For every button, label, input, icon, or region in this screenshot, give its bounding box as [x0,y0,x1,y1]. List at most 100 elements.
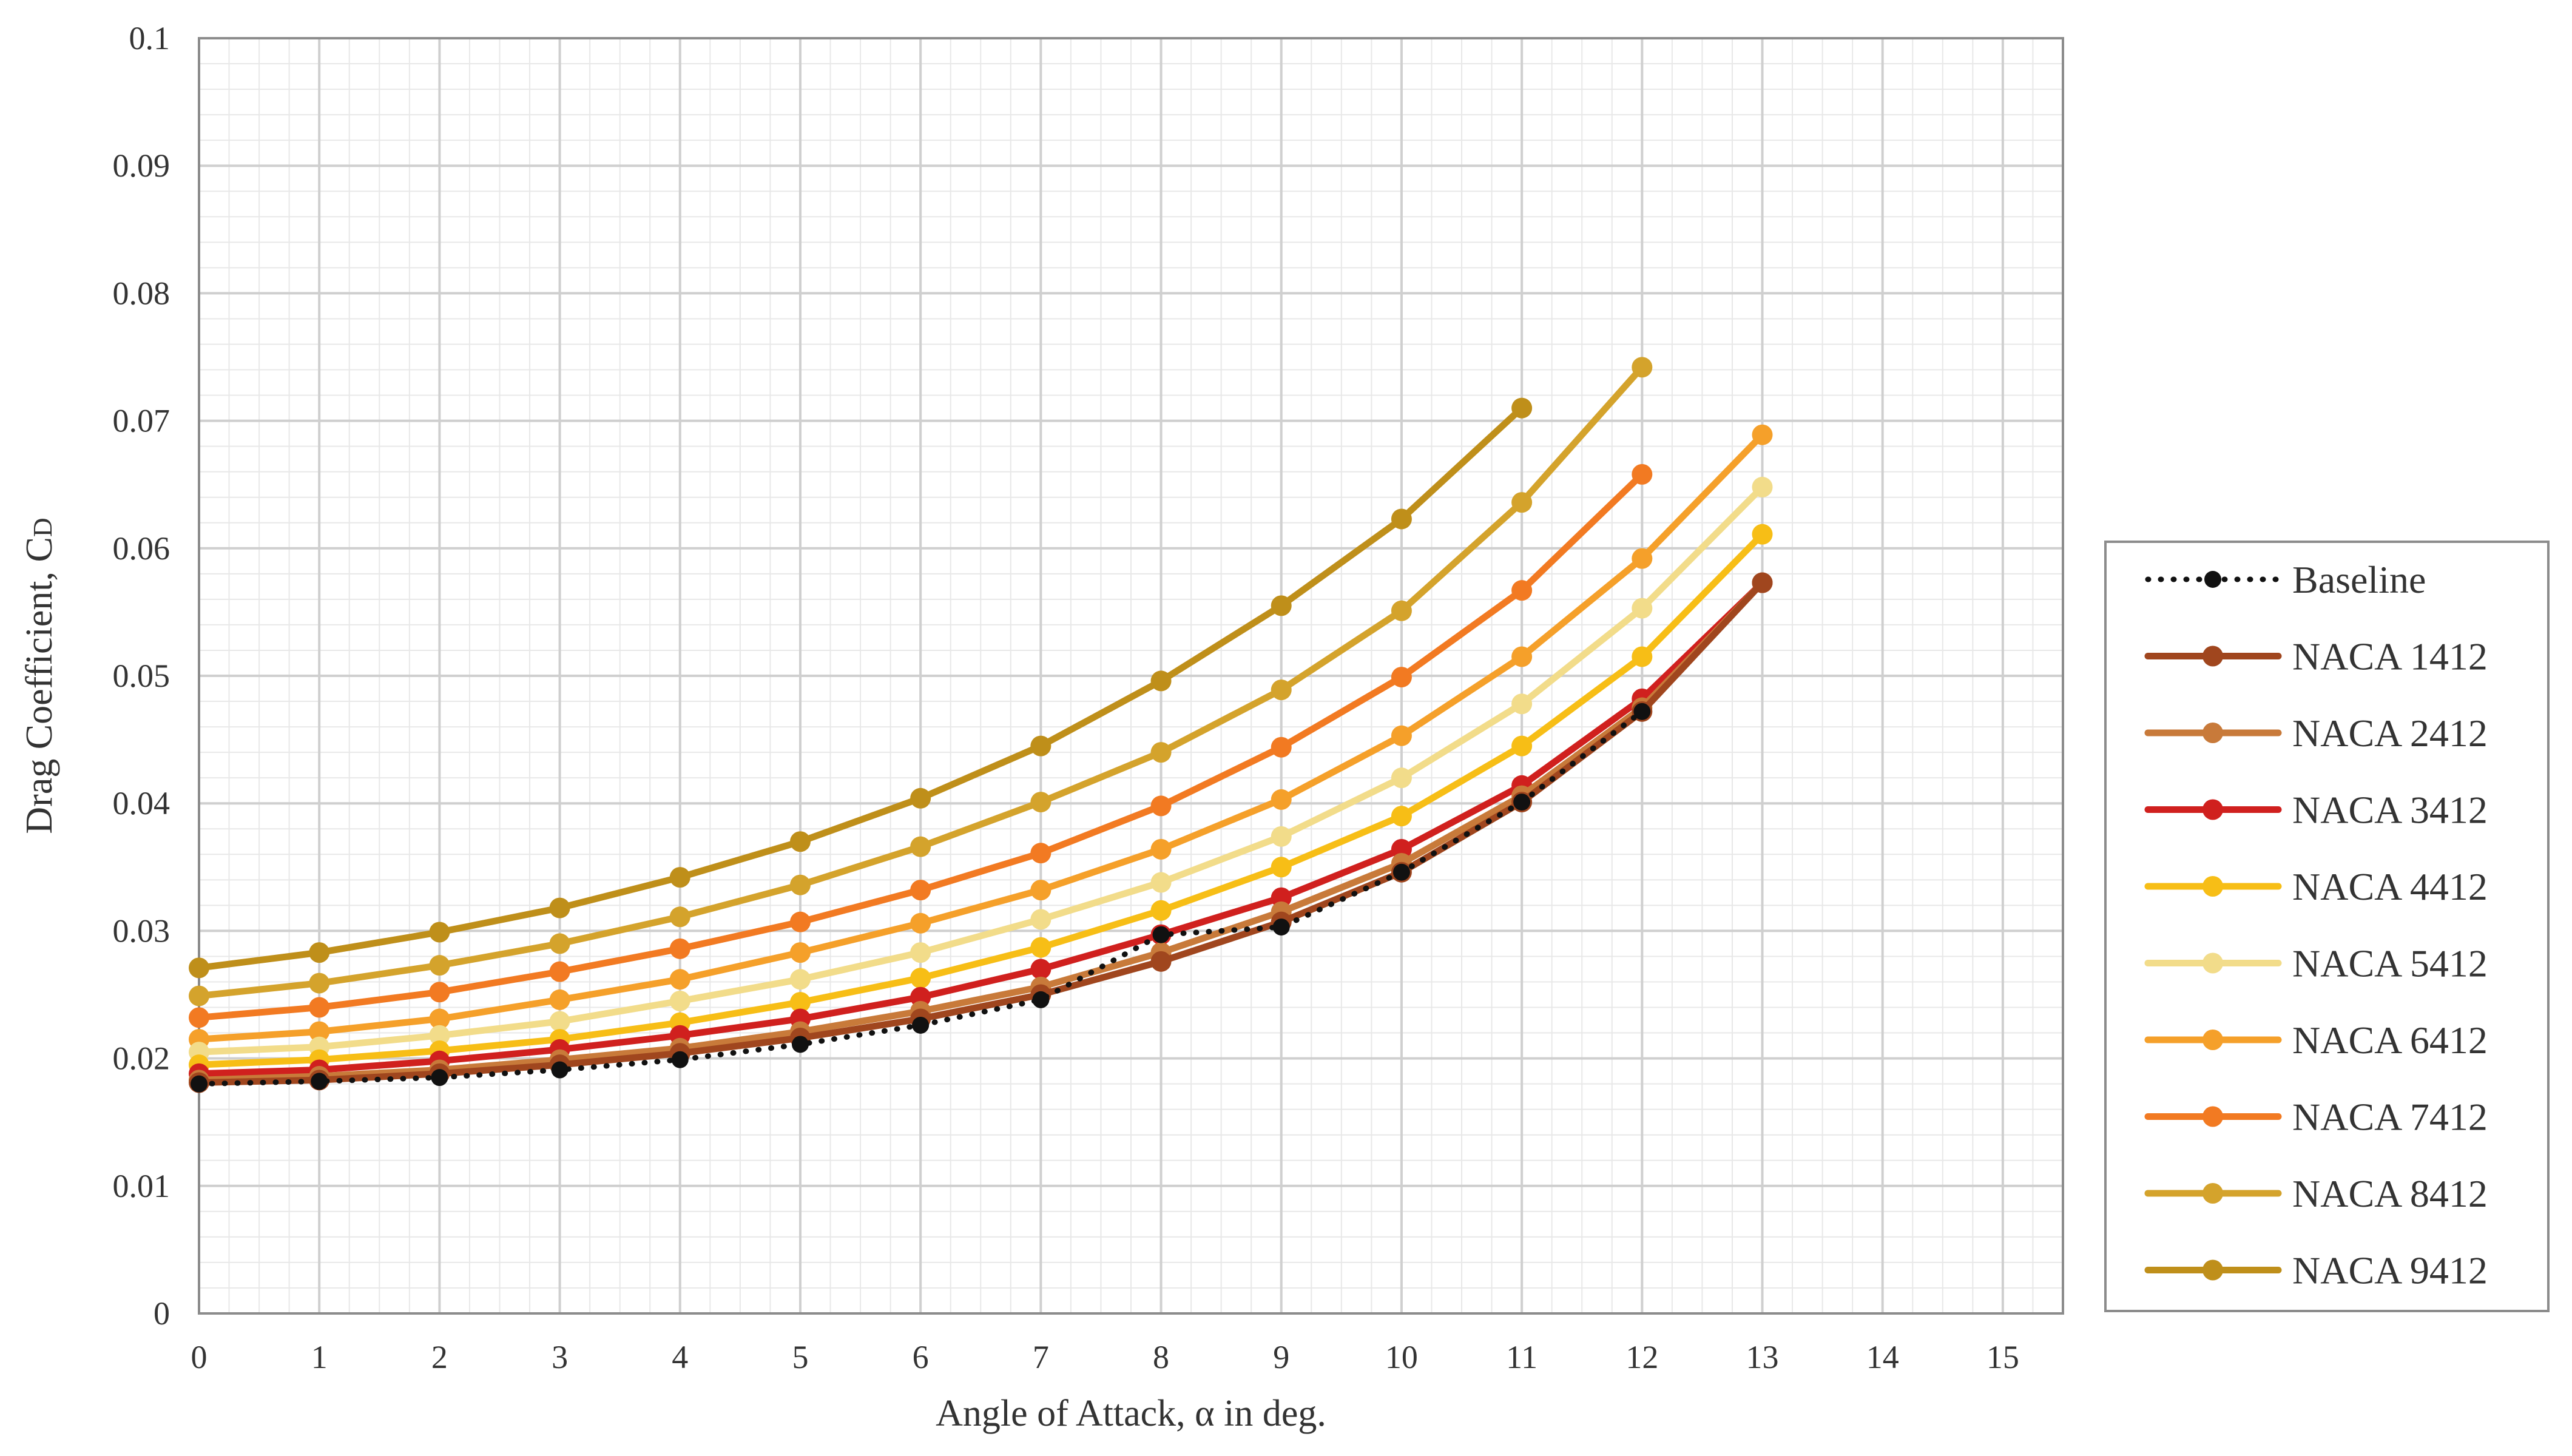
y-tick-label: 0 [154,1295,170,1332]
data-point [1030,735,1051,757]
legend-swatch-marker [2202,876,2223,897]
data-point [309,1021,330,1042]
x-tick-label: 2 [431,1339,448,1375]
data-point [1030,937,1051,958]
data-point [910,787,931,809]
data-point [1271,736,1292,758]
data-point [1152,926,1170,943]
x-tick-label: 0 [191,1339,208,1375]
legend-item: NACA 6412 [2144,1019,2488,1062]
grid [199,37,2063,1315]
data-point [1632,548,1653,569]
legend-label: NACA 6412 [2292,1019,2488,1062]
data-point [1632,463,1653,485]
data-point [1391,725,1412,746]
legend-label: NACA 1412 [2292,635,2488,678]
data-point [429,1025,450,1046]
data-point [910,942,931,963]
legend-item: NACA 8412 [2144,1172,2488,1215]
data-point [1513,794,1531,811]
x-tick-label: 4 [672,1339,688,1375]
legend-item: NACA 3412 [2144,789,2488,832]
data-point [791,1036,809,1053]
y-axis-title-main: Drag Coefficient, C [19,537,60,834]
data-point [1150,872,1172,893]
legend-item: NACA 9412 [2144,1249,2488,1292]
data-point [1391,508,1412,530]
legend: Baseline NACA 1412 NACA 2412 NACA 3412 NACA … [2104,541,2550,1312]
data-point [1391,600,1412,621]
data-point [429,982,450,1003]
data-point [549,933,570,954]
data-point [1391,806,1412,827]
legend-swatch-marker [2202,952,2223,974]
data-point [189,985,209,1006]
data-point [1030,792,1051,813]
x-tick-label: 6 [913,1339,929,1375]
data-point [549,897,570,918]
x-tick-label: 5 [792,1339,808,1375]
series-line [195,579,1766,1077]
y-tick-label: 0.01 [113,1168,170,1204]
x-tick-label: 11 [1506,1339,1537,1375]
y-tick-label: 0.04 [113,785,170,821]
data-point [1271,789,1292,810]
data-point [549,961,570,982]
legend-label: NACA 7412 [2292,1096,2488,1139]
legend-item: NACA 4412 [2144,865,2488,908]
data-point [429,955,450,976]
legend-box [2104,541,2550,1312]
y-axis-title-subscript: D [28,517,58,537]
data-point [1272,918,1290,936]
data-point [669,969,690,990]
data-point [1030,843,1051,864]
legend-label: NACA 4412 [2292,865,2488,908]
data-point [429,1008,450,1030]
data-point [1391,767,1412,789]
data-point [1271,595,1292,616]
data-point [189,957,209,979]
legend-swatch-marker [2202,1259,2223,1281]
data-point [1391,667,1412,688]
data-point [1150,742,1172,763]
data-point [910,968,931,989]
series-naca-9412 [189,397,1533,979]
x-tick-label: 8 [1153,1339,1169,1375]
data-point [669,906,690,928]
data-point [912,1016,930,1034]
legend-label: NACA 2412 [2292,712,2488,755]
data-point [1511,397,1533,419]
legend-swatch-marker [2202,1106,2223,1127]
legend-item: NACA 5412 [2144,942,2488,985]
data-point [1511,693,1533,715]
data-point [1030,959,1051,980]
legend-swatch-marker [2202,799,2223,820]
data-point [1752,572,1773,593]
data-point [1392,863,1410,881]
series-lines [189,357,1773,1093]
axis-ticks: 0 1 2 3 4 5 6 7 8 9 10 11 12 13 14 1500.010.020.030.040… [113,20,2019,1375]
series-naca-6412 [189,424,1773,1050]
legend-label: NACA 9412 [2292,1249,2488,1292]
series-line [195,531,1766,1068]
legend-item: Baseline [2145,558,2426,601]
x-tick-label: 13 [1746,1339,1779,1375]
data-point [669,991,690,1012]
series-line [195,431,1766,1043]
data-point [549,989,570,1010]
data-point [1632,357,1653,378]
data-point [789,831,811,852]
data-point [189,1007,209,1028]
legend-label: NACA 3412 [2292,789,2488,832]
series-naca-7412 [189,463,1653,1028]
data-point [1150,795,1172,817]
data-point [309,942,330,963]
y-tick-label: 0.07 [113,403,170,439]
legend-label: Baseline [2292,558,2426,601]
data-point [1511,580,1533,601]
data-point [1752,424,1773,445]
y-tick-label: 0.03 [113,912,170,949]
legend-swatch-marker [2202,723,2223,743]
